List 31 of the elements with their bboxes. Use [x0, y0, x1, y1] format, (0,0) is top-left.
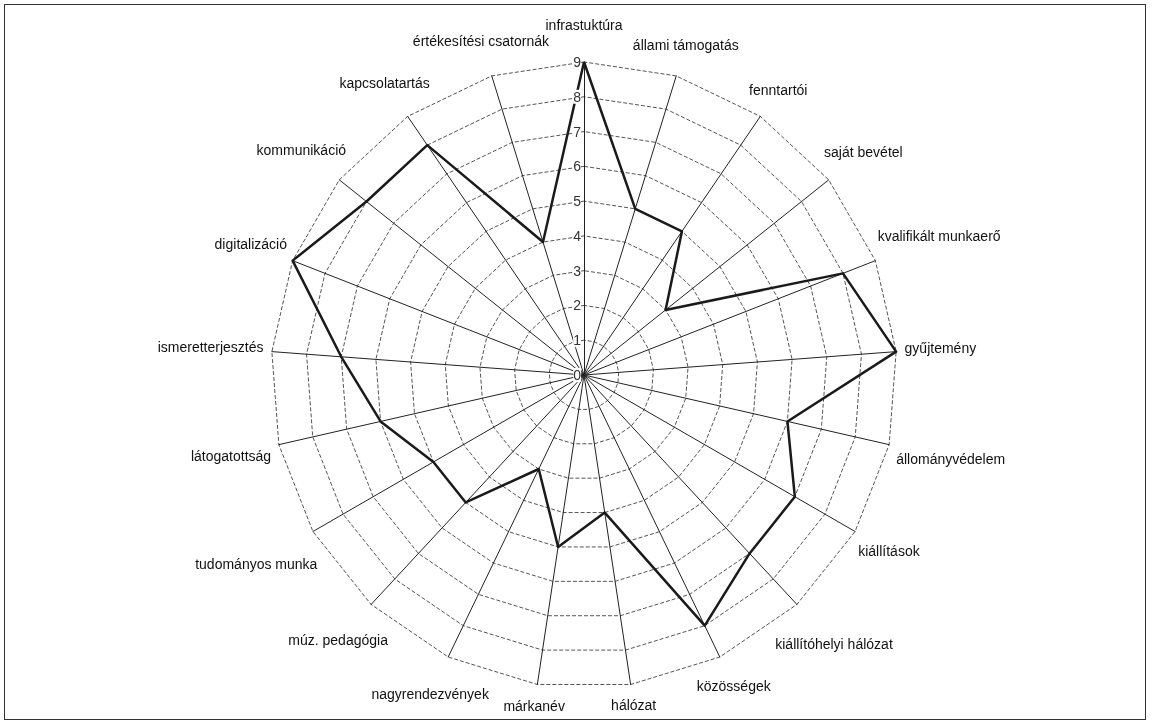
y-tick-label: 2	[573, 297, 582, 314]
spoke-label: kiállítóhelyi hálózat	[775, 636, 893, 653]
spoke-label: márkanév	[503, 697, 565, 714]
spoke-label: gyűjtemény	[904, 340, 977, 357]
spoke-label: digitalizáció	[214, 236, 288, 253]
spoke-label: fenntartói	[749, 82, 808, 99]
spoke-label: kommunikáció	[256, 141, 347, 158]
spoke-label: tudományos munka	[195, 556, 318, 573]
y-tick-label: 5	[573, 193, 582, 210]
spoke-label: nagyrendezvények	[371, 686, 490, 703]
y-tick-label: 8	[573, 88, 582, 105]
y-tick-label: 6	[573, 158, 582, 175]
y-tick-label: 1	[573, 332, 582, 349]
spoke-label: infrastuktúra	[545, 17, 623, 33]
y-tick-label: 4	[573, 227, 582, 244]
y-tick-label: 3	[573, 262, 582, 279]
spoke-label: állományvédelem	[896, 450, 1006, 467]
y-tick-label: 9	[573, 54, 582, 70]
spoke-label: hálózat	[611, 696, 657, 713]
spoke-label: saját bevétel	[824, 144, 903, 161]
spoke-label: közösségek	[696, 677, 772, 694]
spoke-label: állami támogatás	[632, 37, 739, 54]
spoke-label: múz. pedagógia	[288, 631, 389, 648]
spoke-label: kiállítások	[858, 543, 921, 560]
spoke-label: ismeretterjesztés	[157, 339, 264, 356]
y-tick-label: 0	[573, 367, 582, 383]
spoke-label: kapcsolatartás	[339, 74, 430, 91]
spoke-label: értékesítési csatornák	[412, 32, 551, 49]
spoke-label: kvalifikált munkaerő	[877, 227, 1001, 244]
spoke-label: látogatottság	[190, 447, 272, 464]
y-tick-label: 7	[573, 123, 582, 140]
